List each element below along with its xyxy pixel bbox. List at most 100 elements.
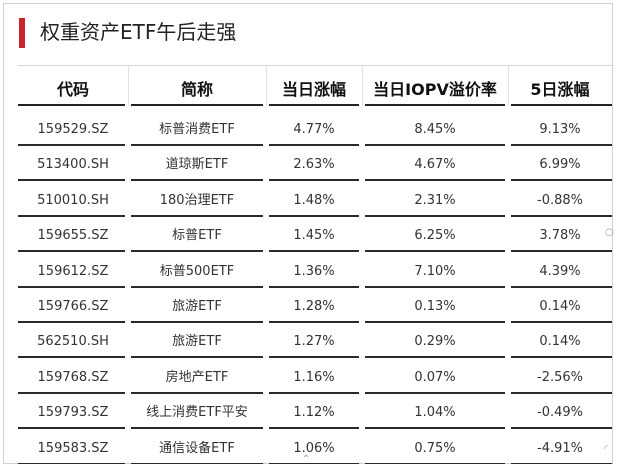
row-underline (269, 356, 359, 359)
row-underline (365, 427, 505, 430)
cell-5day-change: -4.91% (537, 440, 583, 456)
cell-code: 159766.SZ (37, 299, 109, 314)
cell-name: 道琼斯ETF (165, 157, 229, 173)
header-underline (511, 104, 612, 106)
table-row: 513400.SH 道琼斯ETF 2.63% 4.67% 6.99% (18, 152, 614, 187)
cell-iopv-premium: 7.10% (414, 263, 456, 279)
cell-name: 房地产ETF (165, 369, 229, 385)
row-underline (269, 250, 359, 253)
header-iopv-premium: 当日IOPV溢价率 (373, 80, 497, 99)
column-divider (266, 66, 267, 106)
header-underline (269, 104, 359, 106)
table-row: 159768.SZ 房地产ETF 1.16% 0.07% -2.56% (18, 365, 614, 400)
cell-code: 159612.SZ (37, 263, 109, 279)
header-underline (18, 104, 125, 106)
row-underline (18, 250, 125, 253)
column-divider (362, 66, 363, 106)
row-underline (365, 214, 505, 217)
row-underline (511, 285, 612, 288)
cell-iopv-premium: 0.75% (414, 440, 456, 456)
cell-iopv-premium: 8.45% (414, 122, 456, 137)
row-underline (511, 356, 612, 359)
row-underline (511, 427, 612, 430)
row-underline (269, 391, 359, 394)
article-frame: 权重资产ETF午后走强 代码 简称 当日涨幅 当日IOPV溢价率 5日涨幅 15… (3, 3, 614, 465)
scroll-handle-icon: ◜ (604, 444, 608, 455)
row-underline (131, 285, 263, 288)
cell-5day-change: -2.56% (537, 369, 583, 385)
row-underline (18, 214, 125, 217)
cell-code: 159768.SZ (37, 369, 109, 385)
row-underline (269, 144, 359, 146)
row-underline (511, 144, 612, 146)
cell-5day-change: -0.49% (537, 405, 583, 421)
cell-name: 标普ETF (172, 228, 222, 244)
cell-day-change: 1.45% (293, 228, 335, 244)
table-top-rule (18, 65, 614, 66)
row-underline (131, 250, 263, 253)
cell-name: 标普500ETF (159, 263, 235, 279)
cell-code: 159655.SZ (37, 228, 109, 244)
table-row: 159766.SZ 旅游ETF 1.28% 0.13% 0.14% (18, 294, 614, 329)
row-underline (131, 356, 263, 359)
cell-name: 标普消费ETF (159, 122, 235, 137)
column-divider (508, 66, 509, 106)
row-underline (511, 462, 612, 464)
row-underline (365, 285, 505, 288)
row-underline (365, 462, 505, 464)
table-row: 159612.SZ 标普500ETF 1.36% 7.10% 4.39% (18, 259, 614, 294)
cell-iopv-premium: 0.07% (414, 369, 456, 385)
row-underline (511, 321, 612, 323)
row-underline (269, 462, 359, 464)
row-underline (18, 179, 125, 182)
cell-code: 159583.SZ (37, 440, 109, 456)
row-underline (18, 391, 125, 394)
table-row: 510010.SH 180治理ETF 1.48% 2.31% -0.88% (18, 188, 614, 223)
cell-day-change: 1.48% (293, 192, 335, 208)
header-underline (365, 104, 505, 106)
row-underline (131, 462, 263, 464)
cell-5day-change: 0.14% (539, 299, 581, 314)
cell-iopv-premium: 6.25% (414, 228, 456, 244)
row-underline (365, 250, 505, 253)
cell-day-change: 1.06% (293, 440, 335, 456)
page-title: 权重资产ETF午后走强 (40, 20, 237, 44)
cell-code: 562510.SH (37, 334, 109, 350)
header-underline (131, 104, 263, 106)
table-row: 159655.SZ 标普ETF 1.45% 6.25% 3.78% (18, 223, 614, 258)
cell-iopv-premium: 2.31% (414, 192, 456, 208)
row-underline (511, 391, 612, 394)
row-underline (269, 214, 359, 217)
cell-name: 线上消费ETF平安 (146, 405, 248, 421)
row-underline (131, 321, 263, 323)
column-divider (128, 66, 129, 106)
row-underline (365, 179, 505, 182)
cell-5day-change: 4.39% (539, 263, 581, 279)
row-underline (131, 427, 263, 430)
table-row: 159583.SZ 通信设备ETF 1.06% 0.75% -4.91% (18, 436, 614, 464)
cell-day-change: 1.16% (293, 369, 335, 385)
cell-code: 159793.SZ (37, 405, 109, 421)
row-underline (365, 144, 505, 146)
cell-5day-change: -0.88% (537, 192, 583, 208)
cell-code: 513400.SH (37, 157, 109, 173)
scroll-handle-icon: ○ (605, 227, 614, 238)
row-underline (131, 144, 263, 146)
cell-name: 通信设备ETF (159, 440, 235, 456)
cell-name: 180治理ETF (159, 192, 235, 208)
cell-iopv-premium: 4.67% (414, 157, 456, 173)
cell-day-change: 1.12% (293, 405, 335, 421)
row-underline (365, 356, 505, 359)
row-underline (511, 250, 612, 253)
cell-day-change: 2.63% (293, 157, 335, 173)
table-row: 159793.SZ 线上消费ETF平安 1.12% 1.04% -0.49% (18, 400, 614, 435)
cell-iopv-premium: 0.29% (414, 334, 456, 350)
table-row: 562510.SH 旅游ETF 1.27% 0.29% 0.14% (18, 329, 614, 364)
header-name: 简称 (180, 80, 213, 99)
cell-day-change: 1.36% (293, 263, 335, 279)
cell-day-change: 4.77% (293, 122, 335, 137)
row-underline (365, 321, 505, 323)
cell-day-change: 1.27% (293, 334, 335, 350)
cell-5day-change: 3.78% (539, 228, 581, 244)
row-underline (18, 321, 125, 323)
